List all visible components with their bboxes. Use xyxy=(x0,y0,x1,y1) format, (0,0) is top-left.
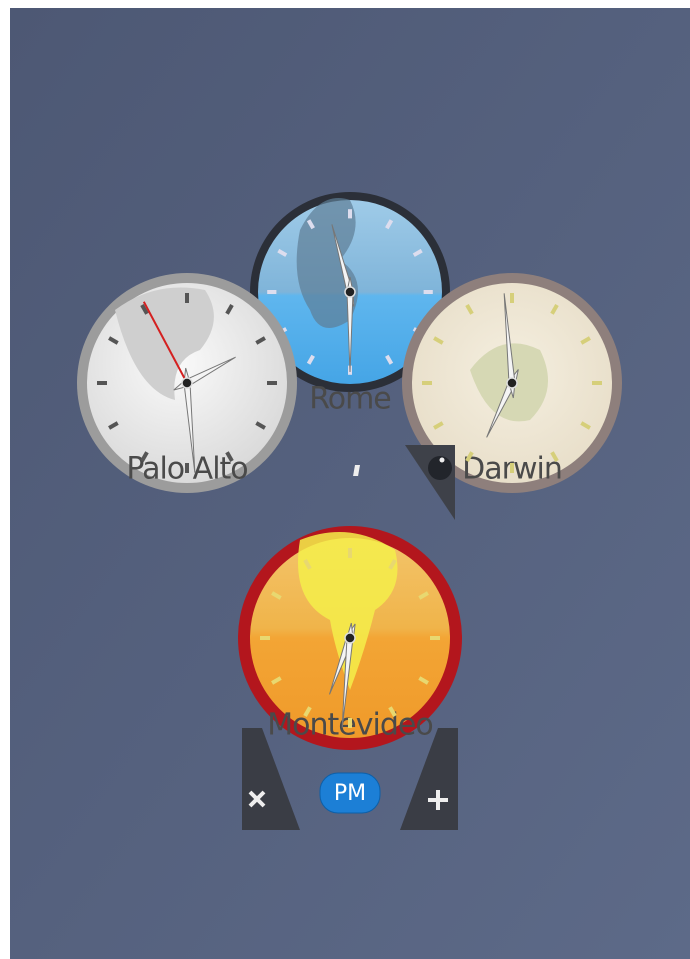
hour-tick xyxy=(412,248,423,257)
hour-tick xyxy=(385,354,394,365)
desktop-background xyxy=(10,8,690,959)
map-shape xyxy=(115,287,214,400)
add-icon xyxy=(428,790,448,810)
hour-tick xyxy=(303,559,312,570)
hour-tick xyxy=(306,219,315,230)
info-glyph xyxy=(353,465,361,476)
hand-pivot xyxy=(181,377,193,389)
hour-tick xyxy=(140,304,149,315)
info-button[interactable] xyxy=(353,445,455,520)
clock-rome[interactable]: Rome xyxy=(250,192,450,417)
hour-tick xyxy=(277,248,288,257)
hour-tick xyxy=(418,591,429,600)
hour-tick xyxy=(388,706,397,717)
hour-tick xyxy=(550,304,559,315)
hour-tick xyxy=(271,676,282,685)
am-pm-badge[interactable]: PM xyxy=(319,772,381,814)
hand-pivot xyxy=(344,286,356,298)
hour-tick xyxy=(108,336,119,345)
hour-tick xyxy=(580,421,591,430)
add-tab[interactable] xyxy=(400,728,458,830)
hour-tick xyxy=(550,451,559,462)
badge-label: PM xyxy=(334,781,366,806)
close-icon xyxy=(248,790,266,808)
hour-tick xyxy=(433,421,444,430)
hour-tick xyxy=(388,559,397,570)
hour-tick xyxy=(306,354,315,365)
close-tab[interactable] xyxy=(242,728,300,830)
city-label: Rome xyxy=(309,382,391,417)
clock-palo-alto[interactable]: Palo Alto xyxy=(77,273,297,493)
hour-tick xyxy=(385,219,394,230)
hour-tick xyxy=(465,451,474,462)
hour-tick xyxy=(140,451,149,462)
clock-darwin[interactable]: Darwin xyxy=(402,273,622,493)
hand-pivot xyxy=(344,632,356,644)
hour-tick xyxy=(303,706,312,717)
map-shape xyxy=(296,198,358,328)
hour-tick xyxy=(108,421,119,430)
hour-tick xyxy=(580,336,591,345)
hour-tick xyxy=(255,336,266,345)
hand-pivot xyxy=(506,377,518,389)
clock-montevideo[interactable]: Montevideo xyxy=(238,526,462,750)
second-hand xyxy=(142,301,188,384)
info-icon xyxy=(428,456,452,480)
hour-tick xyxy=(465,304,474,315)
hour-tick xyxy=(418,676,429,685)
hour-tick xyxy=(255,421,266,430)
badge-pill xyxy=(319,772,381,814)
hour-tick xyxy=(225,304,234,315)
hour-tick xyxy=(225,451,234,462)
map-shape xyxy=(298,532,398,690)
hour-tick xyxy=(433,336,444,345)
info-glyph-dot xyxy=(439,457,445,463)
hour-tick xyxy=(271,591,282,600)
